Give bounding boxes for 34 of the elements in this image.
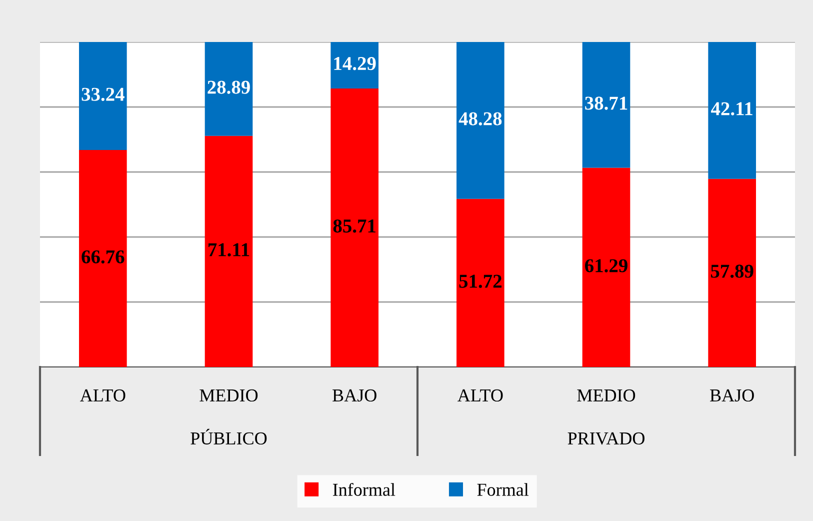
data-label: 85.71 xyxy=(333,219,376,233)
bar xyxy=(582,42,630,168)
data-label: 71.11 xyxy=(208,243,250,256)
bar xyxy=(456,42,504,199)
x-tick-label: MEDIO xyxy=(577,389,636,402)
bar xyxy=(79,42,127,150)
bar xyxy=(708,42,756,179)
data-label: 14.29 xyxy=(334,57,376,70)
bar xyxy=(204,136,253,367)
x-tick-label: BAJO xyxy=(332,389,376,402)
data-label: 61.29 xyxy=(585,259,628,272)
data-label: 33.24 xyxy=(82,88,124,101)
data-label: 51.72 xyxy=(459,274,502,288)
x-tick-label: ALTO xyxy=(80,389,126,402)
x-tick-label: MEDIO xyxy=(200,389,258,402)
bar xyxy=(330,88,378,367)
legend-label: Informal xyxy=(332,482,396,496)
bar xyxy=(204,42,253,136)
data-label: 48.28 xyxy=(458,112,502,126)
text: PRIVADO xyxy=(568,432,644,445)
data-label: 66.76 xyxy=(82,250,124,264)
text: PÚBLICO xyxy=(190,428,267,445)
data-label: 28.89 xyxy=(208,80,250,94)
legend-label: Formal xyxy=(477,483,529,496)
bar xyxy=(456,198,504,367)
data-label: 42.11 xyxy=(711,102,752,116)
bar xyxy=(708,178,756,367)
data-label: 38.71 xyxy=(585,96,628,110)
x-tick-label: ALTO xyxy=(458,389,503,402)
bar xyxy=(79,150,127,367)
data-label: 57.89 xyxy=(710,264,754,278)
x-tick-label: BAJO xyxy=(710,389,754,402)
bar xyxy=(582,168,630,367)
bar xyxy=(330,42,378,88)
